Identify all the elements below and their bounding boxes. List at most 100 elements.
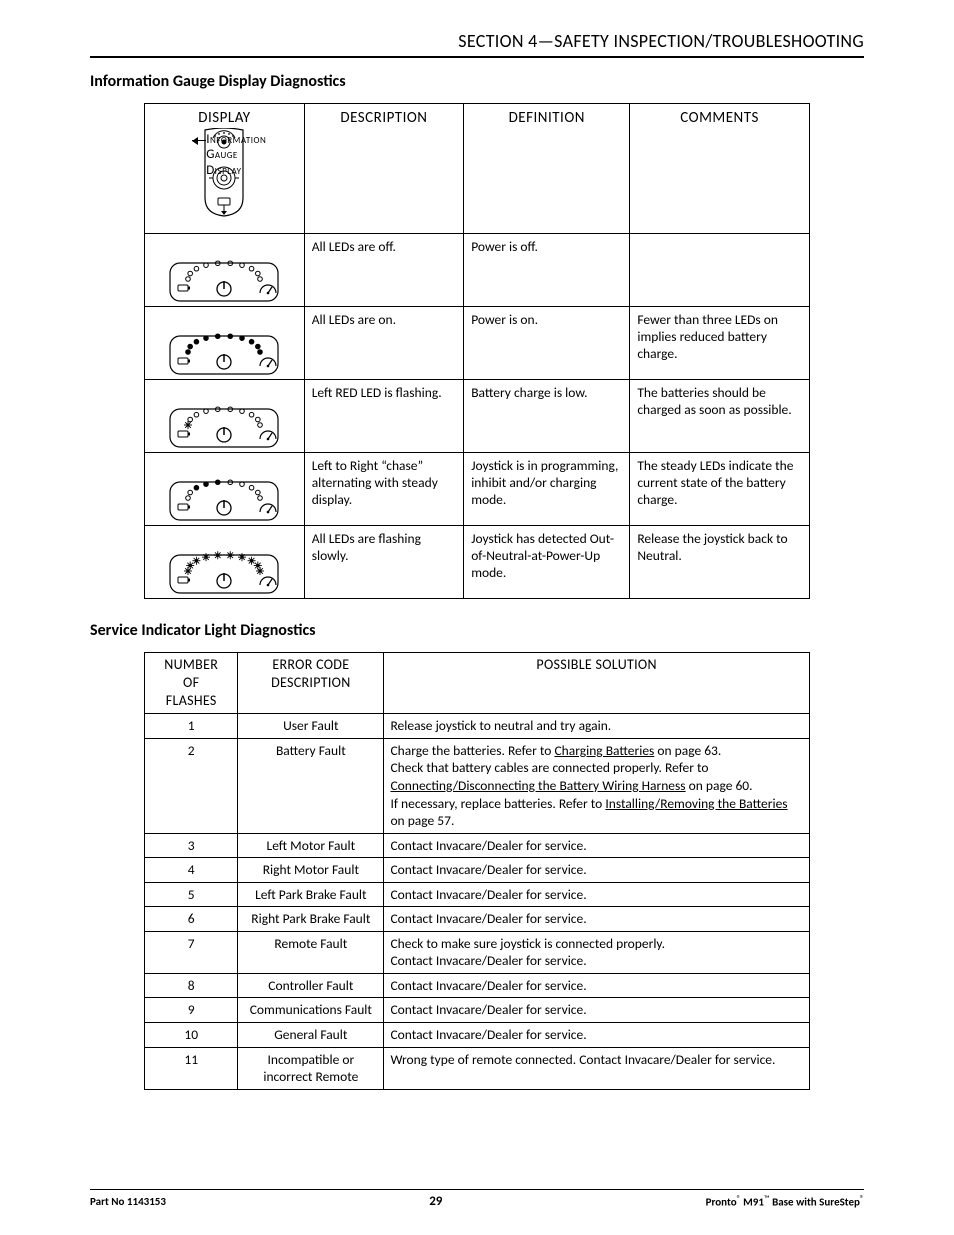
display-cell — [145, 306, 305, 379]
comments-cell: Fewer than three LEDs on implies reduced… — [630, 306, 809, 379]
th-error: ERROR CODE DESCRIPTION — [238, 652, 384, 714]
error-cell: Controller Fault — [238, 973, 384, 998]
th-error-l2: DESCRIPTION — [244, 674, 377, 692]
gauge-header-cell: Information Gauge Display — [152, 128, 297, 228]
flashes-cell: 8 — [145, 973, 238, 998]
description-cell: Left RED LED is flashing. — [304, 379, 464, 452]
footer-brand-pronto: Pronto — [706, 1196, 737, 1209]
th-comments: COMMENTS — [630, 104, 809, 234]
table-row: All LEDs are flashing slowly.Joystick ha… — [145, 525, 810, 598]
description-cell: All LEDs are off. — [304, 233, 464, 306]
definition-cell: Joystick has detected Out-of-Neutral-at-… — [464, 525, 630, 598]
flashes-cell: 2 — [145, 738, 238, 833]
th-description: DESCRIPTION — [304, 104, 464, 234]
link-battery-harness: Connecting/Disconnecting the Battery Wir… — [390, 777, 685, 794]
gauge-label-l1: Information — [206, 132, 266, 148]
comments-cell: The batteries should be charged as soon … — [630, 379, 809, 452]
flashes-cell: 6 — [145, 907, 238, 932]
th-flashes-l2: OF — [151, 674, 231, 692]
section-header: SECTION 4—SAFETY INSPECTION/TROUBLESHOOT… — [90, 30, 864, 58]
flashes-cell: 3 — [145, 833, 238, 858]
th-error-l1: ERROR CODE — [244, 656, 377, 674]
table-header-row: DISPLAY Information Gauge Display — [145, 104, 810, 234]
solution-cell: Wrong type of remote connected. Contact … — [384, 1047, 809, 1089]
solution-cell: Contact Invacare/Dealer for service. — [384, 907, 809, 932]
error-cell: Right Motor Fault — [238, 858, 384, 883]
solution-cell: Contact Invacare/Dealer for service. — [384, 882, 809, 907]
table-row: All LEDs are off.Power is off. — [145, 233, 810, 306]
table-row: 1User FaultRelease joystick to neutral a… — [145, 714, 810, 739]
solution-cell: Contact Invacare/Dealer for service. — [384, 858, 809, 883]
gauge-label-l3: Display — [206, 163, 266, 179]
error-cell: Remote Fault — [238, 931, 384, 973]
service-table: NUMBER OF FLASHES ERROR CODE DESCRIPTION… — [144, 652, 810, 1090]
table-row: All LEDs are on.Power is on.Fewer than t… — [145, 306, 810, 379]
solution-cell: Contact Invacare/Dealer for service. — [384, 998, 809, 1023]
description-cell: Left to Right “chase” alternating with s… — [304, 452, 464, 525]
table-row: 4Right Motor FaultContact Invacare/Deale… — [145, 858, 810, 883]
display-cell — [145, 233, 305, 306]
solution-cell: Contact Invacare/Dealer for service. — [384, 1022, 809, 1047]
error-cell: Left Motor Fault — [238, 833, 384, 858]
error-cell: Right Park Brake Fault — [238, 907, 384, 932]
solution-cell: Release joystick to neutral and try agai… — [384, 714, 809, 739]
led-panel-icon — [164, 318, 284, 374]
table-row: Left to Right “chase” alternating with s… — [145, 452, 810, 525]
flashes-cell: 1 — [145, 714, 238, 739]
th-flashes-l3: FLASHES — [151, 692, 231, 710]
table-row: 9Communications FaultContact Invacare/De… — [145, 998, 810, 1023]
footer-page-number: 29 — [429, 1194, 442, 1209]
error-cell: User Fault — [238, 714, 384, 739]
error-cell: General Fault — [238, 1022, 384, 1047]
error-cell: Incompatible or incorrect Remote — [238, 1047, 384, 1089]
table-row: 3Left Motor FaultContact Invacare/Dealer… — [145, 833, 810, 858]
definition-cell: Power is on. — [464, 306, 630, 379]
th-definition: DEFINITION — [464, 104, 630, 234]
led-panel-icon — [164, 391, 284, 447]
th-flashes-l1: NUMBER — [151, 656, 231, 674]
subheading-info-gauge: Information Gauge Display Diagnostics — [90, 72, 864, 91]
table-row: 5Left Park Brake FaultContact Invacare/D… — [145, 882, 810, 907]
comments-cell: Release the joystick back to Neutral. — [630, 525, 809, 598]
table-row: 11Incompatible or incorrect RemoteWrong … — [145, 1047, 810, 1089]
description-cell: All LEDs are flashing slowly. — [304, 525, 464, 598]
th-flashes: NUMBER OF FLASHES — [145, 652, 238, 714]
page: SECTION 4—SAFETY INSPECTION/TROUBLESHOOT… — [0, 0, 954, 1235]
footer-right: Pronto® M91™ Base with SureStep® — [706, 1194, 864, 1209]
flashes-cell: 5 — [145, 882, 238, 907]
solution-cell: Contact Invacare/Dealer for service. — [384, 973, 809, 998]
table-row: 2Battery FaultCharge the batteries. Refe… — [145, 738, 810, 833]
footer-left: Part No 1143153 — [90, 1195, 166, 1208]
flashes-cell: 7 — [145, 931, 238, 973]
comments-cell: The steady LEDs indicate the current sta… — [630, 452, 809, 525]
led-panel-icon — [164, 464, 284, 520]
th-display-label: DISPLAY — [152, 109, 297, 128]
solution-cell: Contact Invacare/Dealer for service. — [384, 833, 809, 858]
footer-suffix: Base with SureStep — [770, 1196, 860, 1209]
info-gauge-table: DISPLAY Information Gauge Display — [144, 103, 810, 599]
th-display: DISPLAY Information Gauge Display — [145, 104, 305, 234]
flashes-cell: 9 — [145, 998, 238, 1023]
display-cell — [145, 525, 305, 598]
error-cell: Left Park Brake Fault — [238, 882, 384, 907]
gauge-label: Information Gauge Display — [206, 132, 266, 179]
definition-cell: Power is off. — [464, 233, 630, 306]
display-cell — [145, 379, 305, 452]
service-header-row: NUMBER OF FLASHES ERROR CODE DESCRIPTION… — [145, 652, 810, 714]
page-footer: Part No 1143153 29 Pronto® M91™ Base wit… — [90, 1189, 864, 1209]
error-cell: Battery Fault — [238, 738, 384, 833]
table-row: 7Remote FaultCheck to make sure joystick… — [145, 931, 810, 973]
flashes-cell: 11 — [145, 1047, 238, 1089]
definition-cell: Joystick is in programming, inhibit and/… — [464, 452, 630, 525]
flashes-cell: 4 — [145, 858, 238, 883]
display-cell — [145, 452, 305, 525]
link-charging-batteries: Charging Batteries — [554, 742, 654, 759]
error-cell: Communications Fault — [238, 998, 384, 1023]
led-panel-icon — [164, 537, 284, 593]
comments-cell — [630, 233, 809, 306]
link-install-batteries: Installing/Removing the Batteries — [605, 795, 787, 812]
reg-icon: ® — [860, 1194, 864, 1204]
gauge-arrow-icon — [192, 140, 206, 141]
solution-cell: Charge the batteries. Refer to Charging … — [384, 738, 809, 833]
led-panel-icon — [164, 245, 284, 301]
